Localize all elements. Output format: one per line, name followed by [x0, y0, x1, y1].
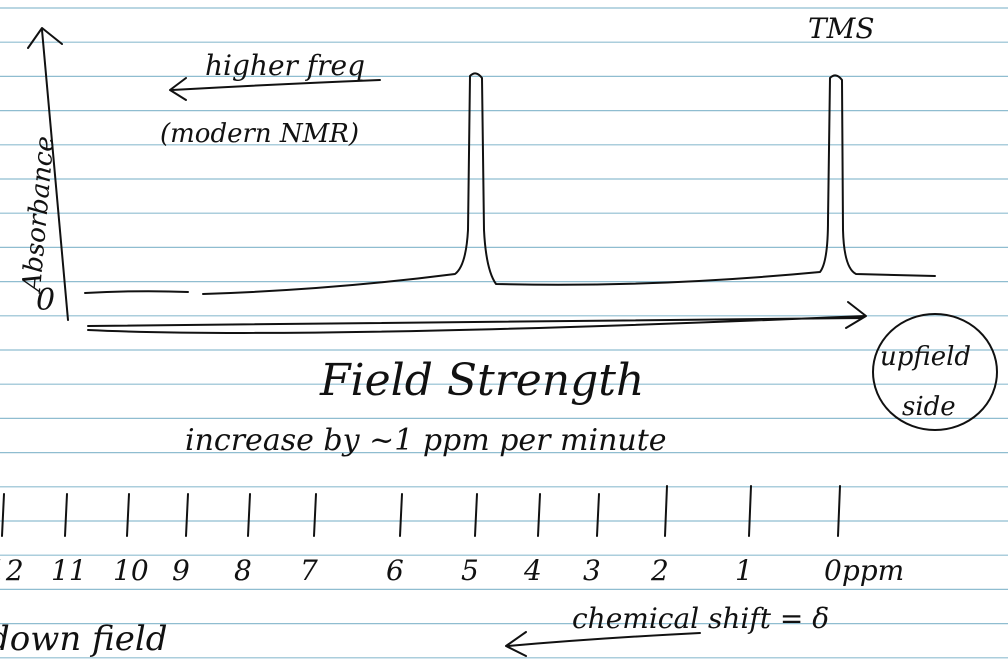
ppm-tick — [248, 494, 250, 536]
ppm-tick — [186, 494, 188, 536]
chemical-shift: chemical shift = δ — [572, 602, 829, 635]
ppm-label: 1 — [735, 554, 753, 587]
notebook-page: Absorbance 0 higher freq (modern NMR) TM… — [0, 0, 1008, 660]
higher-freq: higher freq — [205, 49, 365, 82]
field-strength: Field Strength — [319, 355, 644, 406]
ppm-label: 3 — [583, 554, 601, 587]
ppm-tick — [665, 486, 667, 536]
ppm-tick — [314, 494, 316, 536]
ppm-tick — [538, 494, 540, 536]
tms-label: TMS — [808, 12, 875, 45]
ppm-label: 10 — [113, 554, 149, 587]
ppm-scale: 12 11 10 9 8 7 6 5 4 3 2 1 0ppm — [0, 486, 904, 587]
spectrum-trace — [85, 73, 935, 294]
ppm-tick — [475, 494, 477, 536]
ppm-label: 8 — [234, 554, 252, 587]
ppm-label: 12 — [0, 554, 24, 587]
ppm-label: 11 — [51, 554, 87, 587]
field-arrow — [88, 302, 866, 333]
upfield-line: upfield — [880, 342, 971, 372]
ppm-label: 9 — [172, 554, 190, 587]
ppm-tick — [400, 494, 402, 536]
sweep-note: increase by ~1 ppm per minute — [185, 423, 667, 458]
ppm-tick — [749, 486, 751, 536]
ppm-label: 7 — [300, 554, 318, 587]
ppm-tick — [65, 494, 67, 536]
y-axis-zero: 0 — [36, 283, 55, 318]
y-axis-label: Absorbance — [17, 135, 61, 295]
ppm-tick — [2, 494, 4, 536]
ppm-label: 0ppm — [824, 554, 904, 587]
ppm-label: 5 — [461, 554, 479, 587]
modern-nmr: (modern NMR) — [160, 119, 359, 149]
ppm-tick — [838, 486, 840, 536]
ppm-label: 6 — [386, 554, 404, 587]
ppm-label: 2 — [650, 554, 669, 587]
ppm-label: 4 — [523, 554, 542, 587]
downfield-label: down field — [0, 619, 167, 659]
ppm-tick — [597, 494, 599, 536]
upfield-line: side — [902, 392, 956, 422]
chemical-shift-arrow — [506, 632, 700, 656]
ppm-tick — [127, 494, 129, 536]
